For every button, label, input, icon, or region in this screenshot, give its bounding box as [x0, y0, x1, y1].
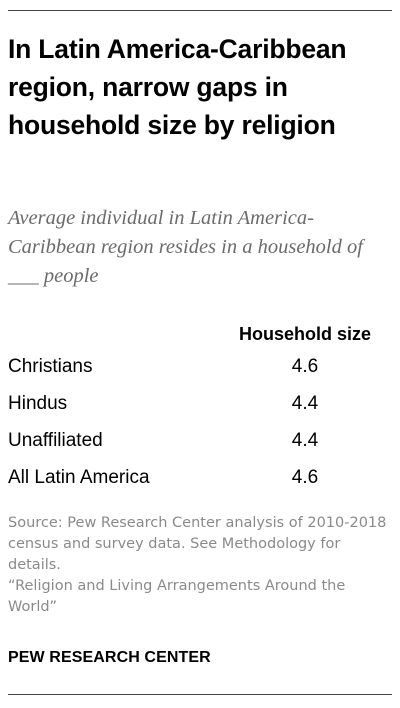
chart-title: In Latin America-Caribbean region, narro…	[8, 34, 347, 140]
table-row: Christians 4.6	[8, 352, 392, 382]
table-row: Unaffiliated 4.4	[8, 426, 392, 456]
bottom-divider	[8, 694, 392, 695]
column-header-household-size: Household size	[238, 324, 372, 344]
row-value-hindus: 4.4	[291, 393, 319, 414]
row-label-christians: Christians	[8, 356, 93, 377]
row-label-hindus: Hindus	[8, 393, 68, 414]
report-title: “Religion and Living Arrangements Around…	[8, 578, 346, 615]
row-value-christians: 4.6	[291, 356, 319, 377]
row-value-unaffiliated: 4.4	[291, 430, 319, 451]
row-label-unaffiliated: Unaffiliated	[8, 430, 103, 451]
chart-subtitle: Average individual in Latin America-Cari…	[8, 207, 363, 287]
source-text: Source: Pew Research Center analysis of …	[8, 515, 387, 573]
table-row: Hindus 4.4	[8, 389, 392, 419]
table-row: All Latin America 4.6	[8, 463, 392, 493]
pew-research-center-logo: PEW RESEARCH CENTER	[8, 649, 211, 666]
source-note: Source: Pew Research Center analysis of …	[8, 513, 392, 618]
row-label-all-latin-america: All Latin America	[8, 467, 150, 488]
top-divider	[8, 10, 392, 11]
row-value-all-latin-america: 4.6	[291, 467, 319, 488]
